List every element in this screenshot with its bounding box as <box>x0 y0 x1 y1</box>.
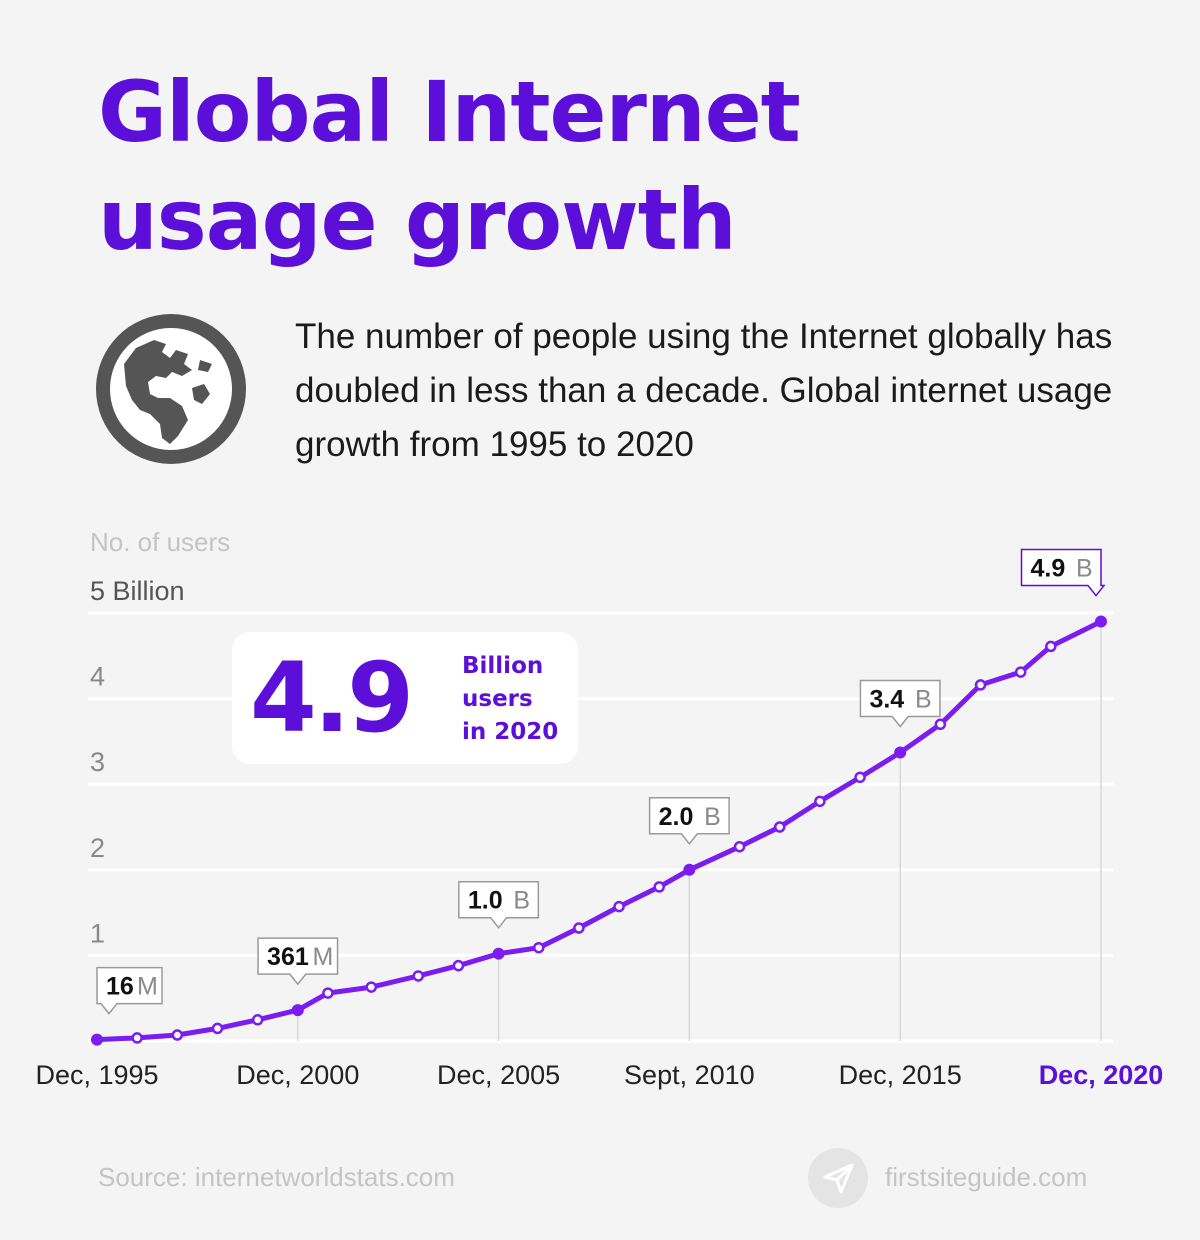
data-label-box <box>648 797 730 846</box>
data-label-value: 3.4 <box>869 686 904 714</box>
globe-icon <box>96 314 246 464</box>
data-point <box>854 771 866 784</box>
data-point <box>814 795 826 808</box>
highlight-line-3: in 2020 <box>462 719 559 745</box>
data-point <box>773 821 786 833</box>
brand-link[interactable]: firstsiteguide.com <box>885 1162 1088 1192</box>
data-label-box <box>1020 548 1106 597</box>
data-point <box>251 1014 264 1026</box>
data-label-box <box>96 966 163 1015</box>
data-label-unit: M <box>313 943 334 971</box>
x-tick-label: Dec, 2015 <box>839 1060 962 1090</box>
data-label-value: 361 <box>267 943 309 971</box>
data-point-emphasized <box>91 1033 103 1046</box>
x-tick-label: Dec, 2005 <box>437 1060 560 1090</box>
data-point <box>1014 666 1027 678</box>
highlight-value: 4.9 <box>250 642 414 754</box>
data-point <box>171 1029 184 1041</box>
data-point <box>573 922 585 934</box>
series-line <box>94 619 1104 1043</box>
data-label-value: 4.9 <box>1031 555 1066 583</box>
y-tick-label: 2 <box>90 833 105 863</box>
source-note: Source: internetworldstats.com <box>98 1162 455 1192</box>
x-tick-label: Sept, 2010 <box>624 1060 755 1090</box>
data-label-unit: B <box>513 887 530 915</box>
data-point <box>733 840 746 853</box>
data-label: 16 M <box>96 966 163 1015</box>
data-point-emphasized <box>1095 615 1107 628</box>
data-label-value: 1.0 <box>468 887 503 915</box>
subtitle: The number of people using the Internet … <box>295 317 1113 464</box>
data-label-unit: B <box>915 686 932 714</box>
data-point <box>322 987 334 999</box>
data-point <box>1045 640 1057 653</box>
line-chart: No. of users 5 Billion 4 3 2 1 Dec, 1995 Dec,… <box>35 527 1164 1090</box>
highlight-line-1: Billion <box>462 653 544 679</box>
data-point-emphasized <box>291 1004 304 1017</box>
data-label: 3.4 B <box>859 679 941 728</box>
data-label: 1.0 B <box>458 880 540 929</box>
data-point <box>653 881 665 893</box>
paper-plane-icon <box>823 1163 854 1194</box>
data-label-box <box>859 679 941 728</box>
data-point <box>131 1032 143 1044</box>
data-point <box>533 941 545 954</box>
data-point-emphasized <box>683 863 696 876</box>
brand-logo <box>808 1148 868 1208</box>
y-tick-label: 5 Billion <box>90 576 185 606</box>
highlight-callout: 4.9 Billion users in 2020 <box>232 632 578 764</box>
data-point <box>613 900 625 913</box>
data-label-value: 16 <box>106 973 134 1001</box>
y-axis-label: No. of users <box>90 527 230 557</box>
y-tick-label: 4 <box>90 662 105 692</box>
data-label-box <box>458 880 540 929</box>
x-tick-label: Dec, 1995 <box>35 1060 158 1090</box>
data-point <box>365 981 378 993</box>
data-label: 2.0 B <box>648 797 730 846</box>
x-tick-label: Dec, 2000 <box>236 1060 359 1090</box>
data-point <box>211 1022 224 1035</box>
y-tick-label: 3 <box>90 747 105 777</box>
data-label-box <box>257 937 339 986</box>
page-title: Global Internet usage growth <box>98 58 801 274</box>
highlight-line-2: users <box>462 686 533 712</box>
y-tick-label: 1 <box>90 918 105 948</box>
data-point <box>974 679 987 691</box>
data-label: 361 M <box>257 937 339 986</box>
highlight-caption: Billion users in 2020 <box>462 650 574 749</box>
data-point <box>934 718 947 731</box>
title-line-1: Global Internet <box>98 63 801 161</box>
x-tick-label: Dec, 2020 <box>1039 1060 1164 1090</box>
data-point-emphasized <box>894 746 907 759</box>
data-label-unit: B <box>1076 555 1093 583</box>
data-point-emphasized <box>492 947 505 960</box>
data-label-unit: M <box>137 973 158 1001</box>
data-point <box>452 959 465 972</box>
title-line-2: usage growth <box>98 171 737 269</box>
data-label-unit: B <box>704 803 721 831</box>
data-point <box>412 970 425 982</box>
data-label: 4.9 B <box>1020 548 1106 597</box>
data-label-value: 2.0 <box>659 803 694 831</box>
